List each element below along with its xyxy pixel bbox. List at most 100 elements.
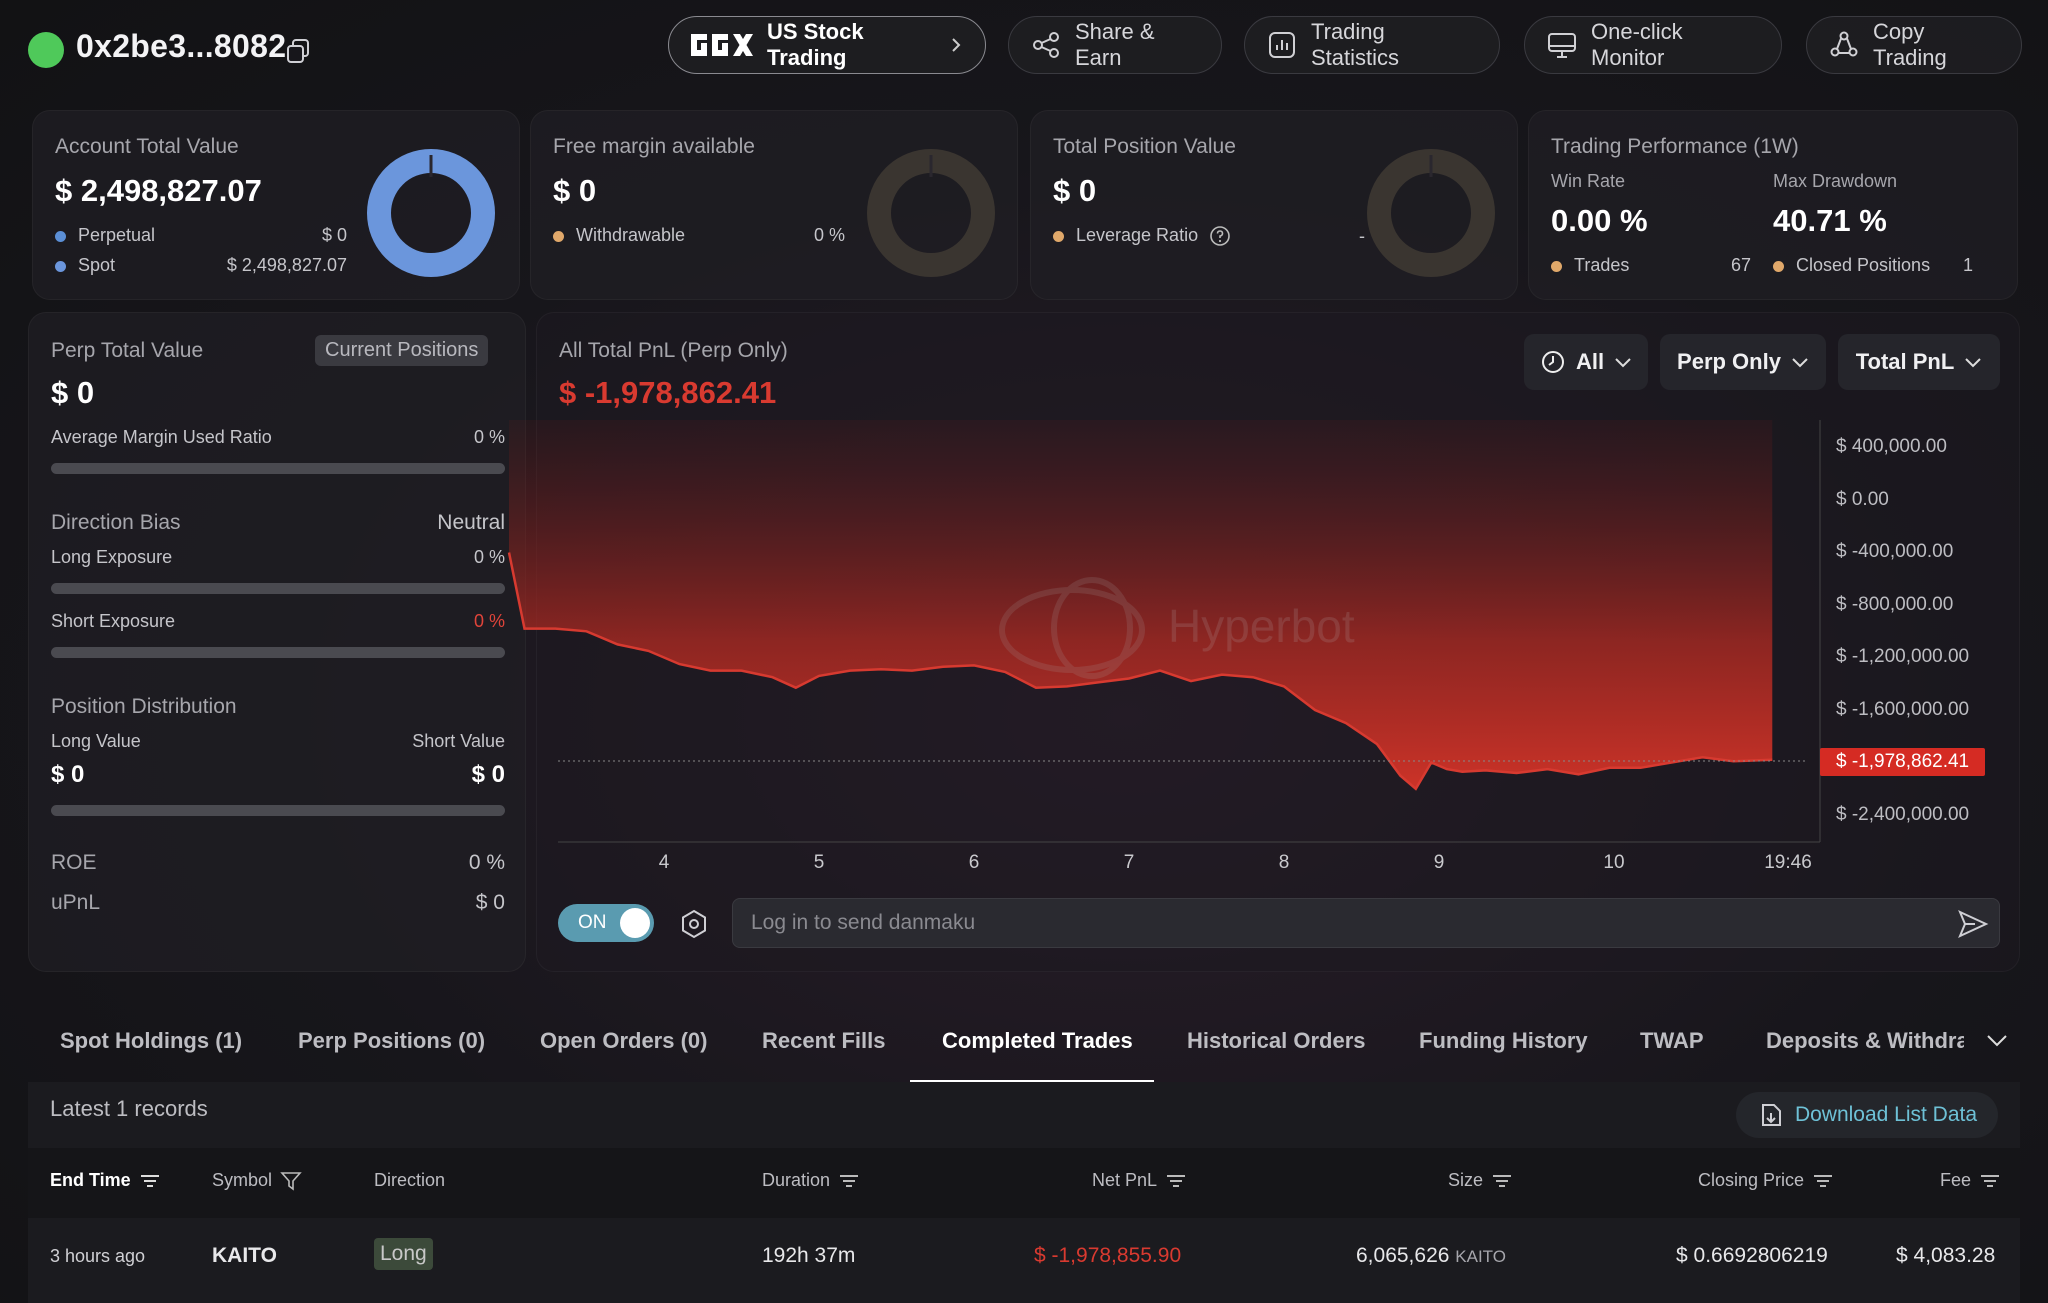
download-icon — [1761, 1104, 1781, 1126]
tab-historical-orders[interactable]: Historical Orders — [1187, 1028, 1366, 1053]
tab-open-orders[interactable]: Open Orders (0) — [540, 1028, 708, 1053]
filter-icon[interactable] — [280, 1171, 302, 1191]
danmaku-toggle[interactable]: ON — [558, 904, 654, 942]
tab-completed-trades[interactable]: Completed Trades — [942, 1028, 1133, 1053]
long-value: $ 0 — [51, 761, 85, 788]
tabs-more-chevron-icon[interactable] — [1986, 1034, 2008, 1048]
column-end-time[interactable]: End Time — [50, 1170, 161, 1191]
column-closing-price[interactable]: Closing Price — [1698, 1170, 1834, 1191]
perp-panel: Perp Total Value Current Positions $ 0 A… — [28, 312, 526, 972]
trading-statistics-button[interactable]: Trading Statistics — [1244, 16, 1500, 74]
trades-row: Trades 67 — [1551, 255, 1751, 276]
column-direction-label: Direction — [374, 1170, 446, 1190]
time-range-dropdown[interactable]: All — [1524, 334, 1648, 390]
y-tick: $ -1,200,000.00 — [1836, 646, 1970, 667]
free-margin-label: Free margin available — [553, 135, 755, 158]
withdrawable-label: Withdrawable — [576, 225, 686, 245]
short-exposure-bar — [51, 647, 505, 658]
sort-icon[interactable] — [1165, 1173, 1187, 1189]
wallet-address: 0x2be3...8082 — [76, 28, 287, 64]
column-closing-price-label: Closing Price — [1698, 1170, 1805, 1190]
current-positions-tag[interactable]: Current Positions — [315, 335, 489, 366]
tab-perp-positions[interactable]: Perp Positions (0) — [298, 1028, 486, 1053]
toggle-label: ON — [578, 912, 607, 933]
trading-performance-card: Trading Performance (1W) Win Rate 0.00 %… — [1528, 110, 2018, 300]
tab-deposits-withdraws[interactable]: Deposits & Withdraw — [1766, 1028, 1964, 1053]
column-duration[interactable]: Duration — [762, 1170, 860, 1191]
x-tick: 8 — [1278, 852, 1290, 873]
pnl-area-fill — [509, 420, 1773, 789]
us-stock-trading-label: US Stock Trading — [767, 19, 864, 70]
chevron-down-icon — [1615, 358, 1631, 368]
distribution-values-row: $ 0 $ 0 — [51, 761, 505, 789]
tab-funding-history[interactable]: Funding History — [1419, 1028, 1588, 1053]
statistics-icon — [1269, 32, 1295, 58]
trades-legend-dot — [1551, 260, 1562, 272]
hyperbot-watermark: Hyperbot — [999, 577, 1355, 679]
direction-bias-label: Direction Bias — [51, 511, 181, 534]
cell-size: 6,065,626 KAITO — [1356, 1244, 1506, 1268]
trades-label: Trades — [1574, 255, 1630, 275]
short-value-label: Short Value — [412, 731, 505, 751]
sort-icon[interactable] — [1491, 1173, 1513, 1189]
leverage-legend-dot — [1053, 230, 1064, 242]
column-net-pnl-label: Net PnL — [1092, 1170, 1158, 1190]
cell-size-unit: KAITO — [1455, 1247, 1506, 1266]
leverage-value: - — [1359, 225, 1365, 246]
share-icon — [1033, 32, 1059, 58]
chevron-right-icon — [952, 38, 961, 52]
sort-icon[interactable] — [1979, 1173, 2001, 1189]
settings-icon[interactable] — [678, 908, 710, 940]
share-earn-label: Share & Earn — [1075, 19, 1155, 70]
perpetual-label: Perpetual — [78, 225, 156, 245]
x-tick: 4 — [658, 852, 670, 873]
sort-icon[interactable] — [139, 1173, 161, 1189]
sort-icon[interactable] — [838, 1173, 860, 1189]
column-fee[interactable]: Fee — [1940, 1170, 2001, 1191]
cell-symbol[interactable]: KAITO — [212, 1244, 277, 1267]
copy-trading-icon — [1830, 31, 1858, 57]
column-direction: Direction — [374, 1170, 445, 1191]
y-tick: $ 0.00 — [1836, 489, 1889, 510]
trades-value: 67 — [1730, 255, 1751, 275]
x-tick: 10 — [1603, 852, 1625, 873]
one-click-monitor-button[interactable]: One-click Monitor — [1524, 16, 1782, 74]
metric-dropdown[interactable]: Total PnL — [1838, 334, 2000, 390]
max-drawdown-label: Max Drawdown — [1773, 171, 1898, 191]
closed-positions-value: 1 — [1962, 255, 1973, 275]
x-tick: 6 — [968, 852, 980, 873]
chevron-down-icon — [1965, 358, 1982, 368]
help-icon[interactable] — [1209, 225, 1231, 247]
x-tick: 19:46 — [1764, 852, 1812, 873]
monitor-icon — [1548, 33, 1576, 58]
copy-icon[interactable] — [286, 38, 310, 64]
column-symbol[interactable]: Symbol — [212, 1170, 302, 1191]
column-end-time-label: End Time — [50, 1170, 131, 1190]
roe-value: 0 % — [468, 851, 505, 874]
perpetual-row: Perpetual $ 0 — [55, 225, 347, 246]
copy-trading-button[interactable]: Copy Trading — [1806, 16, 2022, 74]
share-earn-button[interactable]: Share & Earn — [1008, 16, 1222, 74]
danmaku-input[interactable]: Log in to send danmaku — [732, 898, 2000, 948]
tab-spot-holdings[interactable]: Spot Holdings (1) — [60, 1028, 243, 1053]
send-icon[interactable] — [1957, 909, 1989, 939]
closed-legend-dot — [1773, 260, 1784, 272]
cell-net-pnl: $ -1,978,855.90 — [1034, 1244, 1182, 1267]
pnl-value: $ -1,978,862.41 — [559, 375, 777, 410]
long-value-label: Long Value — [51, 731, 141, 751]
scope-dropdown[interactable]: Perp Only — [1660, 334, 1826, 390]
column-net-pnl[interactable]: Net PnL — [1092, 1170, 1187, 1191]
column-symbol-label: Symbol — [212, 1170, 273, 1190]
y-tick: $ -1,600,000.00 — [1836, 699, 1970, 720]
tab-twap[interactable]: TWAP — [1640, 1028, 1704, 1053]
leverage-label: Leverage Ratio — [1076, 225, 1199, 245]
sort-icon[interactable] — [1812, 1173, 1834, 1189]
download-button[interactable]: Download List Data — [1736, 1092, 1998, 1138]
total-position-card: Total Position Value $ 0 Leverage Ratio … — [1030, 110, 1518, 300]
tab-recent-fills[interactable]: Recent Fills — [762, 1028, 886, 1053]
x-tick: 5 — [813, 852, 825, 873]
distribution-labels-row: Long Value Short Value — [51, 731, 505, 752]
us-stock-trading-button[interactable]: US Stock Trading — [668, 16, 986, 74]
column-size[interactable]: Size — [1448, 1170, 1513, 1191]
